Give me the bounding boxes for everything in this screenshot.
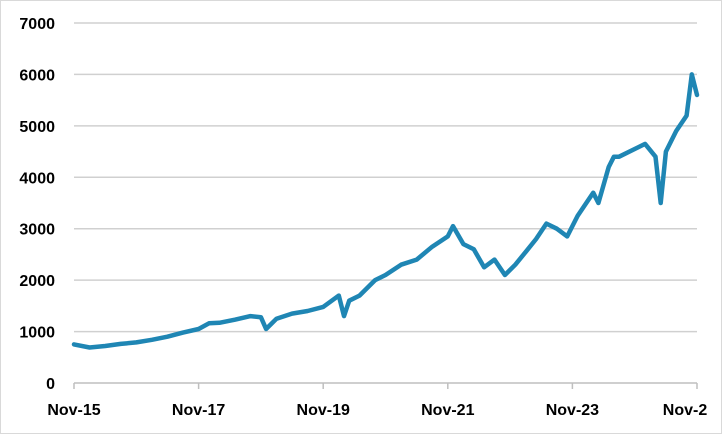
y-tick-label: 5000 <box>19 119 55 136</box>
x-tick-label: Nov-21 <box>421 402 474 419</box>
x-tick-label: Nov-2 <box>663 402 708 419</box>
x-axis: Nov-15 Nov-17 Nov-19 Nov-21 Nov-23 Nov-2 <box>47 382 708 419</box>
x-tick-label: Nov-15 <box>47 402 100 419</box>
gridlines <box>74 22 697 333</box>
y-tick-label: 7000 <box>19 16 55 33</box>
y-tick-label: 0 <box>46 376 55 393</box>
y-tick-label: 6000 <box>19 67 55 84</box>
x-tick-label: Nov-23 <box>546 402 599 419</box>
y-tick-label: 4000 <box>19 170 55 187</box>
y-tick-label: 1000 <box>19 325 55 342</box>
x-tick-label: Nov-19 <box>297 402 350 419</box>
y-axis-tick-labels: 0 1000 2000 3000 4000 5000 6000 7000 <box>19 16 55 393</box>
series-layer <box>71 72 700 350</box>
y-tick-label: 3000 <box>19 222 55 239</box>
series-line <box>71 72 700 350</box>
x-tick-label: Nov-17 <box>172 402 225 419</box>
y-tick-label: 2000 <box>19 273 55 290</box>
